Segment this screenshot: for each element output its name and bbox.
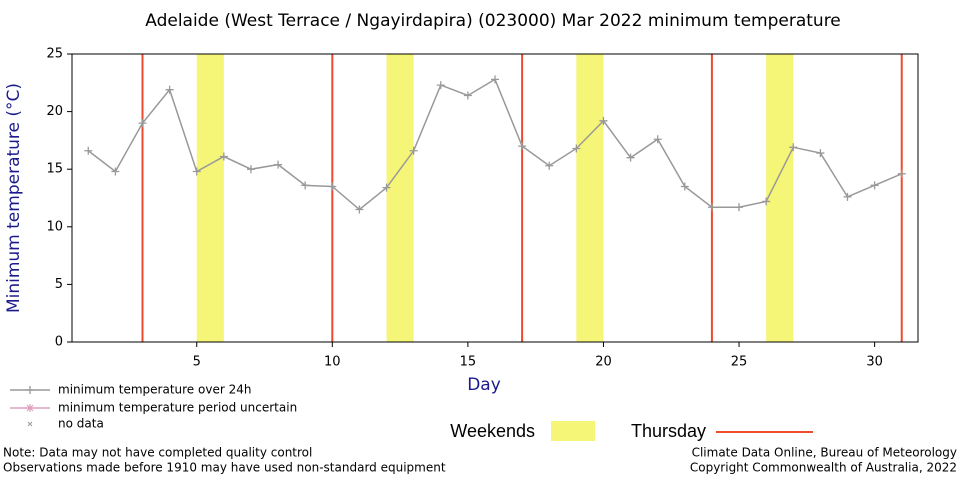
data-point: [626, 153, 635, 162]
data-point: [246, 165, 255, 174]
data-point: [463, 91, 472, 100]
x-axis-label: Day: [467, 375, 501, 395]
legend-marker: [27, 421, 33, 427]
x-tick-label: 20: [595, 355, 612, 370]
weekend-legend-swatch: [551, 421, 595, 441]
y-tick-label: 10: [46, 219, 63, 234]
legend-label: minimum temperature over 24h: [58, 383, 251, 397]
weekend-band: [576, 54, 604, 342]
y-tick-label: 0: [55, 335, 63, 350]
legend-label: no data: [58, 417, 104, 431]
data-point: [165, 85, 174, 94]
credit: Climate Data Online, Bureau of Meteorolo…: [692, 446, 957, 460]
note: Note: Data may not have completed qualit…: [3, 446, 312, 460]
data-point: [436, 81, 445, 90]
weekend-band: [766, 54, 794, 342]
legend-label: minimum temperature period uncertain: [58, 401, 297, 415]
data-point: [219, 152, 228, 161]
data-point: [789, 143, 798, 152]
y-tick-label: 15: [46, 162, 63, 177]
data-point: [355, 205, 364, 214]
y-tick-label: 25: [46, 47, 63, 62]
x-tick-label: 5: [193, 355, 201, 370]
weekend-band: [196, 54, 224, 342]
weekend-legend-label: Weekends: [450, 421, 535, 441]
data-point: [545, 161, 554, 170]
data-point: [762, 197, 771, 206]
data-point: [192, 167, 201, 176]
data-point: [843, 192, 852, 201]
x-tick-label: 30: [866, 355, 883, 370]
data-point: [382, 183, 391, 192]
data-point: [138, 119, 147, 128]
data-point: [870, 181, 879, 190]
data-point: [707, 203, 716, 212]
data-point: [301, 181, 310, 190]
data-point: [409, 146, 418, 155]
data-point: [111, 167, 120, 176]
weekend-band: [386, 54, 414, 342]
data-point: [816, 149, 825, 158]
note: Observations made before 1910 may have u…: [3, 461, 446, 475]
y-tick-label: 5: [55, 277, 63, 292]
data-point: [274, 160, 283, 169]
data-point: [491, 75, 499, 84]
credit: Copyright Commonwealth of Australia, 202…: [690, 461, 957, 475]
legend-marker: [26, 386, 34, 394]
data-point: [897, 169, 906, 178]
data-point: [328, 182, 337, 191]
legend-marker: [26, 404, 34, 412]
data-point: [653, 135, 662, 144]
y-axis-label: Minimum temperature (°C): [4, 83, 24, 313]
y-tick-label: 20: [46, 104, 63, 119]
x-tick-label: 10: [324, 355, 341, 370]
data-point: [572, 144, 581, 153]
data-point: [599, 116, 608, 125]
chart-title: Adelaide (West Terrace / Ngayirdapira) (…: [145, 11, 841, 31]
x-tick-label: 25: [731, 355, 748, 370]
data-point: [735, 203, 744, 212]
data-point: [518, 142, 527, 151]
plot-frame: [71, 53, 919, 343]
thursday-legend-label: Thursday: [631, 421, 706, 441]
data-point: [84, 146, 93, 155]
data-point: [680, 182, 689, 191]
x-tick-label: 15: [460, 355, 477, 370]
